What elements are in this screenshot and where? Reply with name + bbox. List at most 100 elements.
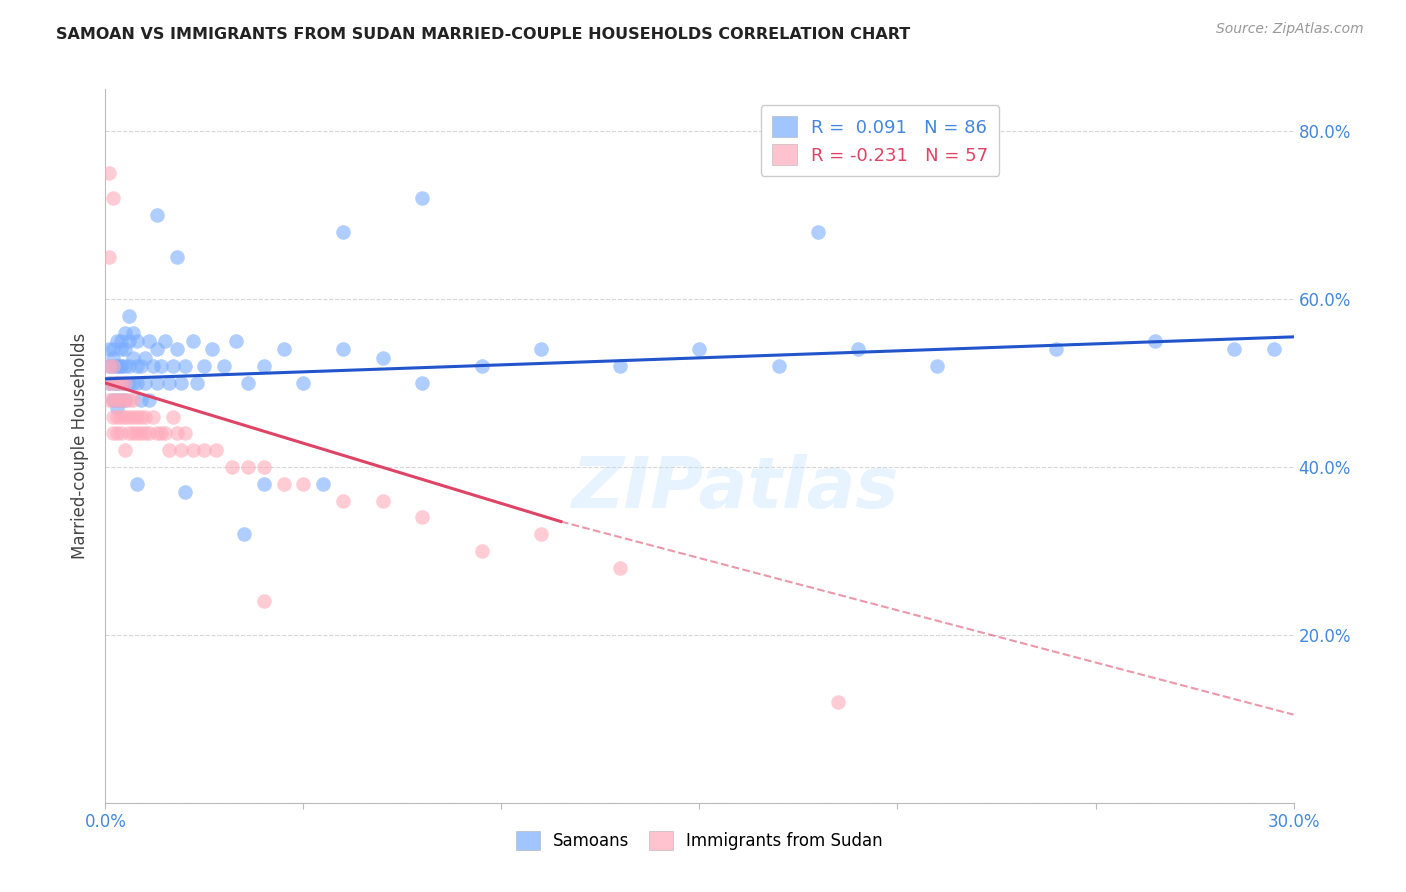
Point xyxy=(134,376,156,390)
Point xyxy=(225,334,247,348)
Point xyxy=(201,343,224,357)
Point xyxy=(110,334,132,348)
Point xyxy=(146,208,169,222)
Legend: Samoans, Immigrants from Sudan: Samoans, Immigrants from Sudan xyxy=(508,822,891,859)
Point xyxy=(127,409,149,424)
Point xyxy=(214,359,236,374)
Point xyxy=(105,426,128,441)
Point xyxy=(110,426,132,441)
Point xyxy=(114,326,136,340)
Point xyxy=(153,334,176,348)
Point xyxy=(110,359,132,374)
Point xyxy=(292,476,315,491)
Point xyxy=(105,359,128,374)
Point xyxy=(103,392,125,407)
Point xyxy=(103,376,125,390)
Point xyxy=(129,426,152,441)
Point xyxy=(253,594,276,608)
Point xyxy=(110,409,132,424)
Point xyxy=(138,334,160,348)
Point xyxy=(146,343,169,357)
Point xyxy=(98,166,121,180)
Point xyxy=(114,409,136,424)
Point xyxy=(166,250,188,264)
Point xyxy=(103,191,125,205)
Point xyxy=(105,392,128,407)
Point xyxy=(609,560,631,574)
Point xyxy=(149,359,172,374)
Point xyxy=(118,426,141,441)
Point xyxy=(110,392,132,407)
Point xyxy=(292,376,315,390)
Point xyxy=(98,250,121,264)
Point xyxy=(103,343,125,357)
Point xyxy=(411,191,433,205)
Y-axis label: Married-couple Households: Married-couple Households xyxy=(72,333,90,559)
Point xyxy=(98,376,121,390)
Point xyxy=(122,409,145,424)
Point xyxy=(332,225,354,239)
Point xyxy=(105,392,128,407)
Point xyxy=(236,460,259,475)
Point xyxy=(193,443,215,458)
Point xyxy=(134,351,156,365)
Point xyxy=(181,334,204,348)
Point xyxy=(118,392,141,407)
Point xyxy=(122,426,145,441)
Point xyxy=(221,460,243,475)
Point xyxy=(122,326,145,340)
Point xyxy=(127,334,149,348)
Point xyxy=(118,334,141,348)
Point xyxy=(411,510,433,524)
Text: SAMOAN VS IMMIGRANTS FROM SUDAN MARRIED-COUPLE HOUSEHOLDS CORRELATION CHART: SAMOAN VS IMMIGRANTS FROM SUDAN MARRIED-… xyxy=(56,27,911,42)
Point xyxy=(129,392,152,407)
Point xyxy=(173,359,195,374)
Point xyxy=(98,392,121,407)
Point xyxy=(689,343,711,357)
Point xyxy=(146,426,169,441)
Point xyxy=(173,426,195,441)
Point xyxy=(103,376,125,390)
Point xyxy=(1045,343,1067,357)
Point xyxy=(110,376,132,390)
Point xyxy=(110,376,132,390)
Point xyxy=(253,460,276,475)
Point xyxy=(530,527,553,541)
Point xyxy=(273,343,295,357)
Point xyxy=(846,343,869,357)
Point xyxy=(114,392,136,407)
Point xyxy=(146,376,169,390)
Point xyxy=(105,401,128,416)
Point xyxy=(925,359,948,374)
Text: ZIPatlas: ZIPatlas xyxy=(571,454,898,524)
Point xyxy=(253,476,276,491)
Point xyxy=(371,351,394,365)
Point xyxy=(118,359,141,374)
Point xyxy=(114,376,136,390)
Point xyxy=(129,409,152,424)
Point xyxy=(411,376,433,390)
Point xyxy=(807,225,830,239)
Point xyxy=(118,309,141,323)
Point xyxy=(162,359,184,374)
Point xyxy=(149,426,172,441)
Point xyxy=(98,343,121,357)
Point xyxy=(170,443,193,458)
Point xyxy=(103,359,125,374)
Point xyxy=(142,359,165,374)
Point xyxy=(205,443,228,458)
Point xyxy=(105,409,128,424)
Point xyxy=(186,376,208,390)
Point xyxy=(138,426,160,441)
Point xyxy=(173,485,195,500)
Point xyxy=(471,359,494,374)
Point xyxy=(105,359,128,374)
Point xyxy=(127,376,149,390)
Point xyxy=(105,376,128,390)
Point xyxy=(253,359,276,374)
Point xyxy=(114,443,136,458)
Point xyxy=(103,359,125,374)
Point xyxy=(1143,334,1166,348)
Point xyxy=(138,392,160,407)
Point xyxy=(114,343,136,357)
